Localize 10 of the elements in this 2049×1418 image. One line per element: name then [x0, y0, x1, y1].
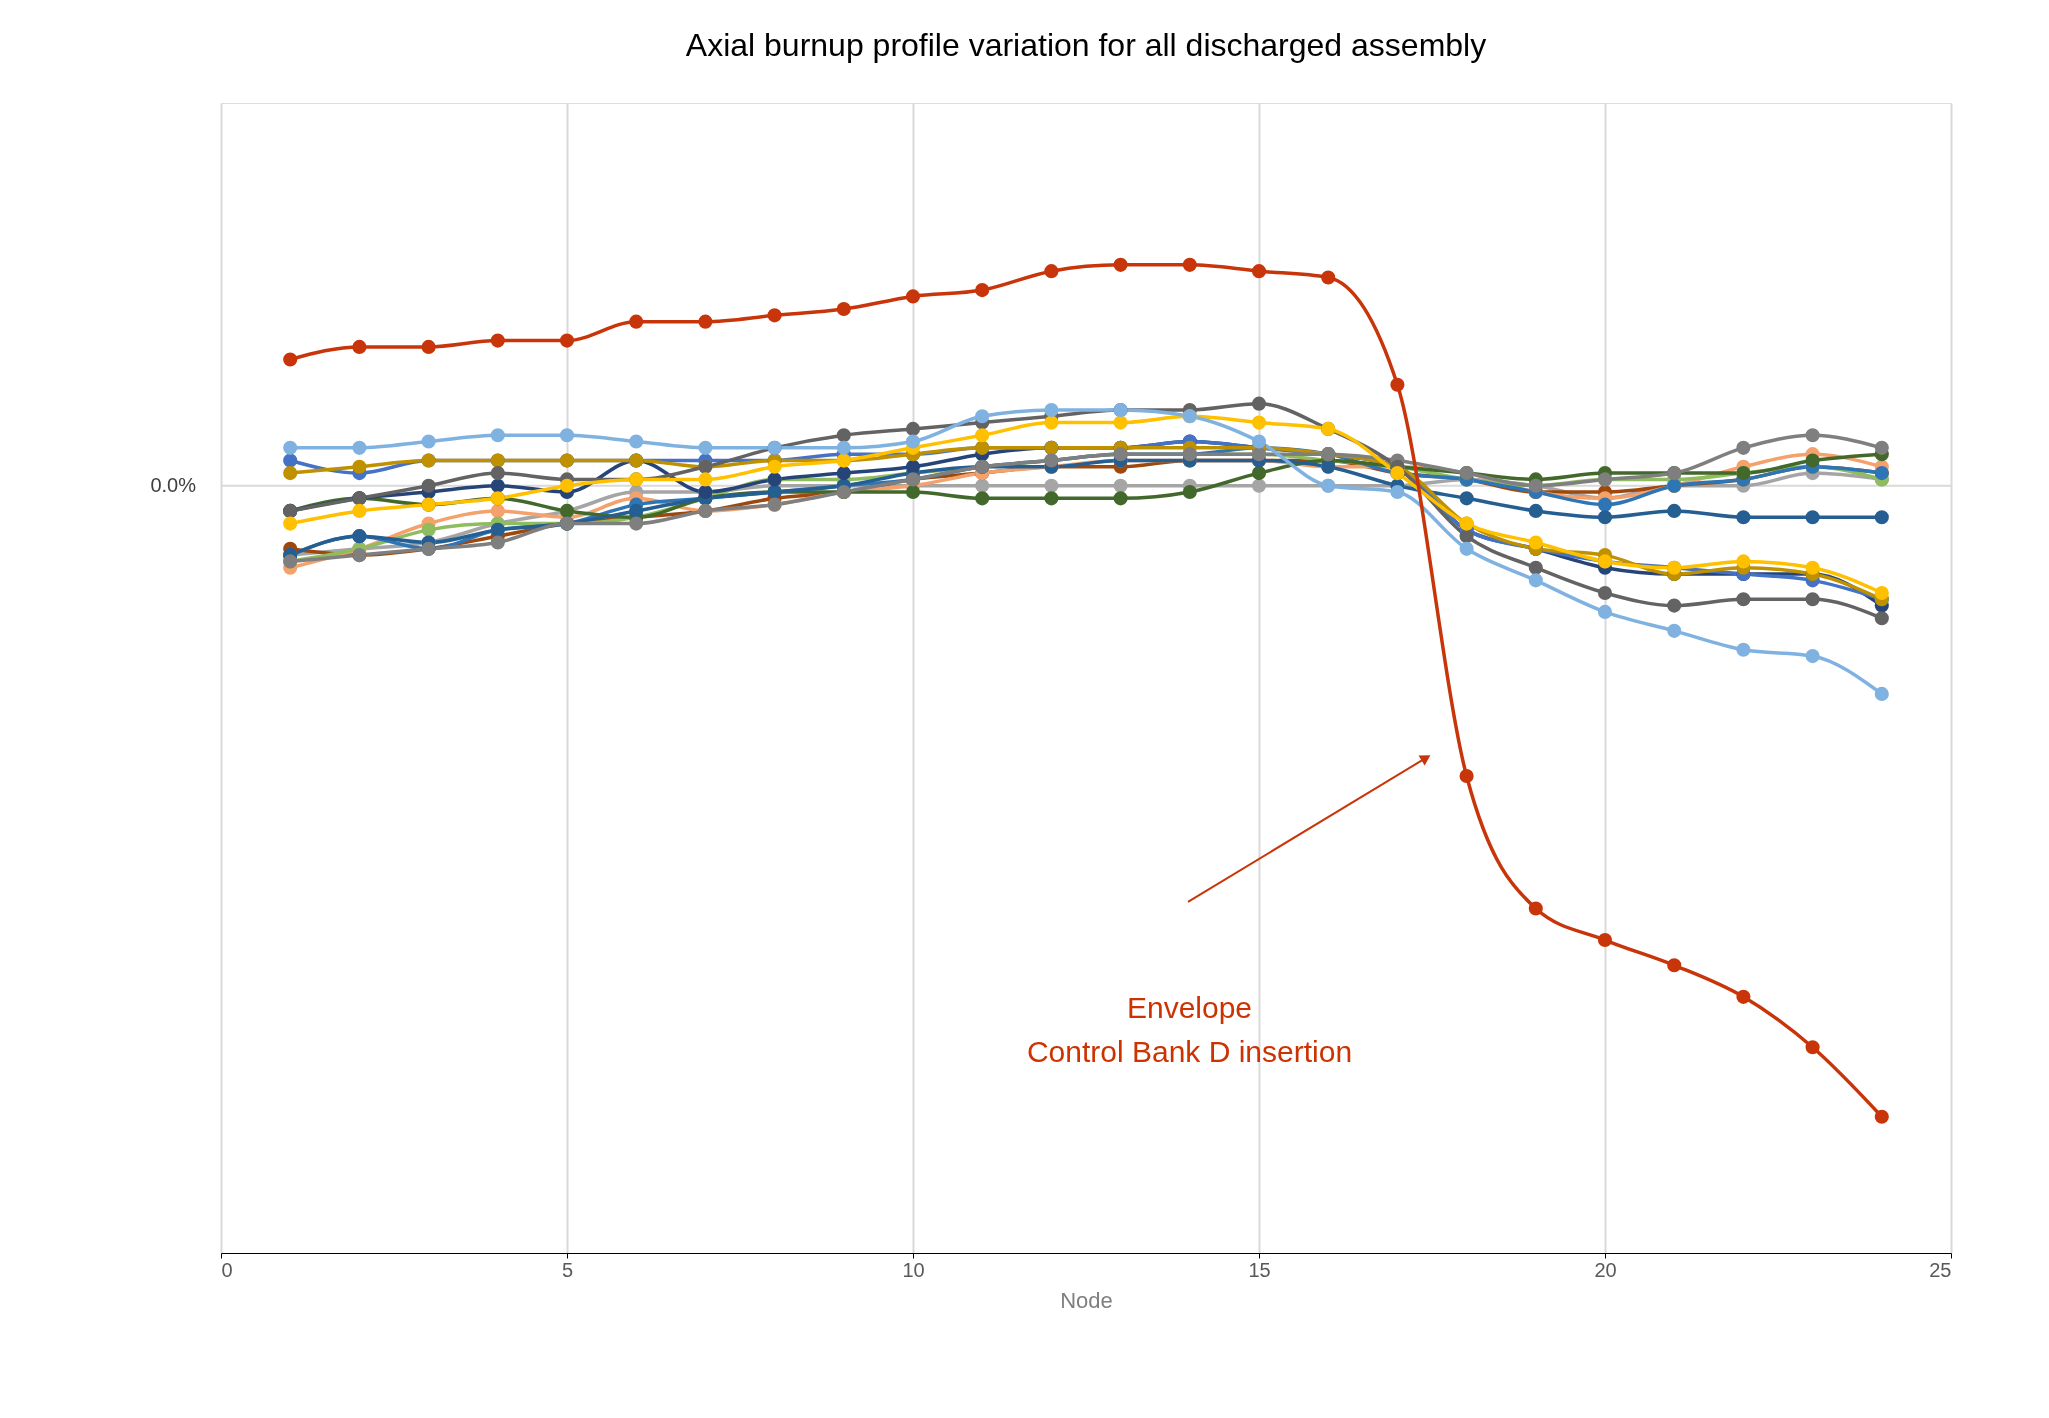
x-tick-label: 5 — [561, 1258, 574, 1281]
x-axis-title: Node — [1060, 1287, 1113, 1313]
x-tick-label: 10 — [902, 1258, 925, 1281]
chart-title: Axial burnup profile variation for all discharged assembly — [685, 27, 1487, 63]
x-tick-label: 0 — [221, 1258, 233, 1281]
x-tick-label: 20 — [1594, 1258, 1617, 1281]
ref-line-label: 0.0% — [150, 473, 197, 496]
x-tick-label: 25 — [1929, 1258, 1952, 1281]
annotation: Envelope Control Bank D insertion — [1026, 990, 1353, 1068]
x-tick-label: 15 — [1248, 1258, 1271, 1281]
